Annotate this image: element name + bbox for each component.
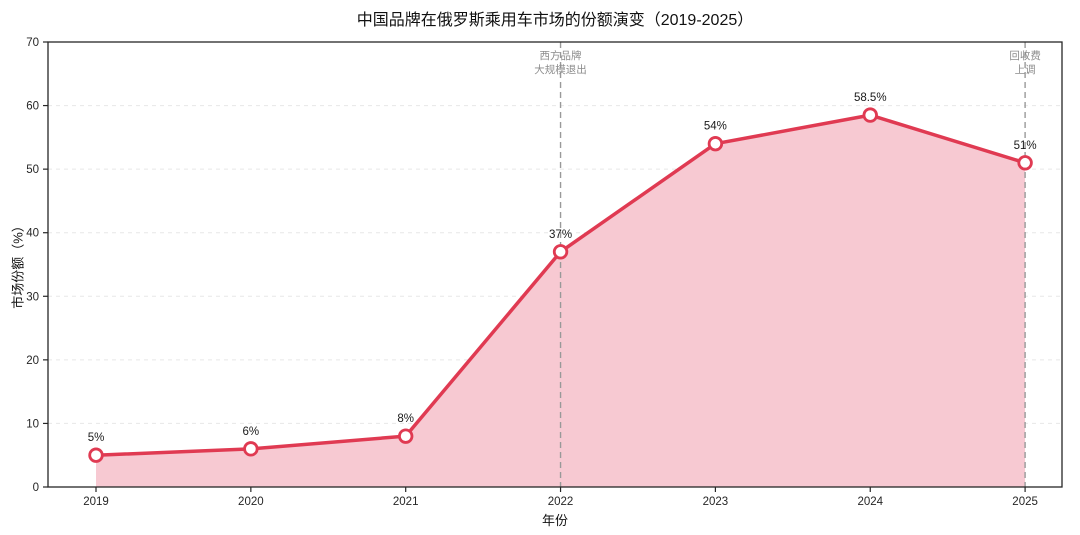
data-point-label: 5% xyxy=(88,432,105,444)
data-point-label: 8% xyxy=(397,413,414,425)
x-tick-label: 2021 xyxy=(393,496,419,508)
event-annotation-text: 回收费 xyxy=(1009,49,1041,62)
y-tick-label: 60 xyxy=(26,101,39,113)
data-point-label: 37% xyxy=(549,229,572,241)
data-point-label: 6% xyxy=(243,426,260,438)
event-annotation-text: 上调 xyxy=(1015,64,1036,76)
x-tick-label: 2025 xyxy=(1012,496,1038,508)
event-annotation-text: 大规模退出 xyxy=(534,63,587,76)
area-fill xyxy=(96,115,1026,487)
y-tick-label: 0 xyxy=(33,482,39,494)
x-tick-label: 2024 xyxy=(857,496,883,508)
data-point-marker xyxy=(862,107,878,123)
data-point-marker xyxy=(1017,155,1033,171)
data-point-label: 51% xyxy=(1014,140,1037,152)
data-point-marker xyxy=(707,136,724,152)
y-tick-label: 30 xyxy=(26,291,39,303)
x-tick-label: 2019 xyxy=(83,496,109,508)
data-point-marker xyxy=(552,244,569,260)
chart-title: 中国品牌在俄罗斯乘用车市场的份额演变（2019-2025） xyxy=(356,12,754,29)
x-axis-label: 年份 xyxy=(541,513,568,528)
data-point-label: 58.5% xyxy=(854,92,887,104)
x-tick-label: 2020 xyxy=(238,496,264,508)
y-tick-label: 20 xyxy=(26,355,39,367)
y-tick-label: 70 xyxy=(26,37,39,49)
y-tick-label: 10 xyxy=(26,418,39,430)
y-tick-label: 40 xyxy=(26,228,39,240)
data-point-marker xyxy=(243,441,259,457)
y-tick-label: 50 xyxy=(26,164,39,176)
data-point-label: 54% xyxy=(704,121,727,133)
data-point-marker xyxy=(398,428,414,444)
plot-border xyxy=(47,41,1063,488)
x-tick-label: 2023 xyxy=(703,496,729,508)
x-tick-label: 2022 xyxy=(548,496,574,508)
event-annotation-text: 西方品牌 xyxy=(540,49,582,62)
data-point-marker xyxy=(88,447,104,463)
